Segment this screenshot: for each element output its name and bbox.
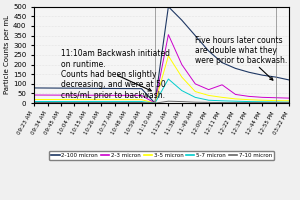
Y-axis label: Particle Counts per mL: Particle Counts per mL: [4, 15, 10, 94]
Legend: 2-100 micron, 2-3 micron, 3-5 micron, 5-7 micron, 7-10 micron: 2-100 micron, 2-3 micron, 3-5 micron, 5-…: [49, 151, 274, 160]
Text: 11:10am Backwash initiated
on runtime.
Counts had been slightly
decreasing, and : 11:10am Backwash initiated on runtime. C…: [61, 49, 170, 100]
Text: Five hours later counts
are double what they
were prior to backwash.: Five hours later counts are double what …: [195, 36, 287, 80]
